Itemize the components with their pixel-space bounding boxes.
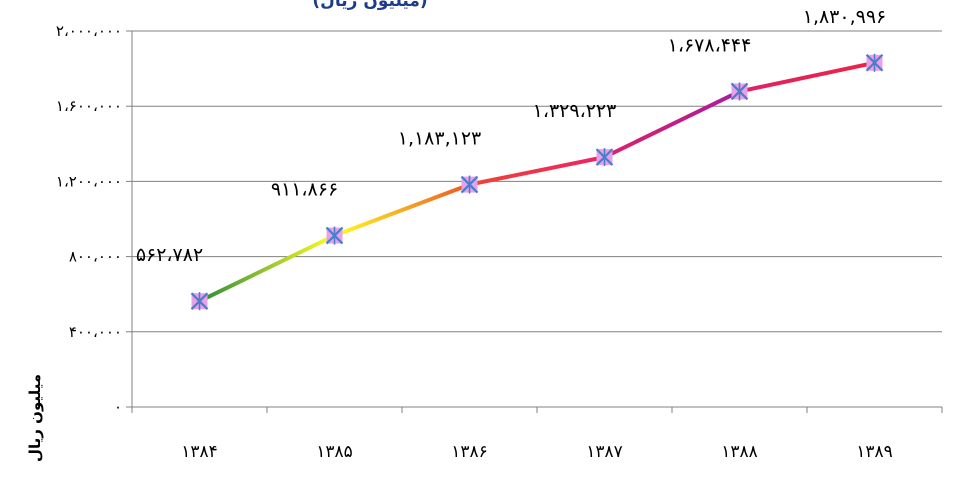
data-label: ۱،۳۲۹،۲۲۳ [533,100,617,122]
data-label: ۹۱۱،۸۶۶ [271,179,338,201]
y-tick-label: ۴۰۰،۰۰۰ [69,323,122,341]
data-label: ۱,۸۳۰,۹۹۶ [803,6,887,28]
data-labels: ۵۶۲،۷۸۲ ۹۱۱،۸۶۶ ۱,۱۸۳,۱۲۳ ۱،۳۲۹،۲۲۳ ۱،۶۷۸،۴۴… [136,6,886,266]
line-segment [197,233,337,304]
y-tick-label: ۸۰۰،۰۰۰ [69,248,122,266]
data-point [730,82,749,101]
line-segment [737,60,877,94]
y-tick-label: ۱،۶۰۰،۰۰۰ [56,97,122,115]
x-tick-labels: ۱۳۸۴ ۱۳۸۵ ۱۳۸۶ ۱۳۸۷ ۱۳۸۸ ۱۳۸۹ [181,442,893,462]
data-point [190,292,209,311]
x-tick-label: ۱۳۸۶ [451,442,488,462]
y-tick-label: ۱،۲۰۰،۰۰۰ [56,172,122,190]
x-tick-label: ۱۳۸۸ [721,442,758,462]
y-axis-label: میلیون ریال [26,374,44,462]
y-tick-label: ۰ [114,398,122,416]
y-tick-labels: ۰ ۴۰۰،۰۰۰ ۸۰۰،۰۰۰ ۱،۲۰۰،۰۰۰ ۱،۶۰۰،۰۰۰ ۲،۰۰۰،۰… [56,22,122,416]
x-tick-label: ۱۳۸۹ [856,442,893,462]
axes [126,30,943,413]
series-line [197,60,877,304]
data-label: ۵۶۲،۷۸۲ [136,244,203,266]
data-point [325,226,344,245]
data-point [595,148,614,167]
x-tick-label: ۱۳۸۴ [181,442,218,462]
x-tick-label: ۱۳۸۵ [316,442,353,462]
line-segment [602,89,742,160]
data-point [865,53,884,72]
line-segment [467,155,607,187]
series-markers [190,53,884,311]
chart-title: (میلیون ریال) [312,0,427,11]
gridlines [132,30,942,333]
x-tick-label: ۱۳۸۷ [586,442,623,462]
data-label: ۱،۶۷۸،۴۴۴ [668,34,752,56]
y-tick-label: ۲،۰۰۰،۰۰۰ [56,22,122,40]
data-point [460,175,479,194]
line-segment [332,182,472,238]
data-label: ۱,۱۸۳,۱۲۳ [398,128,482,150]
